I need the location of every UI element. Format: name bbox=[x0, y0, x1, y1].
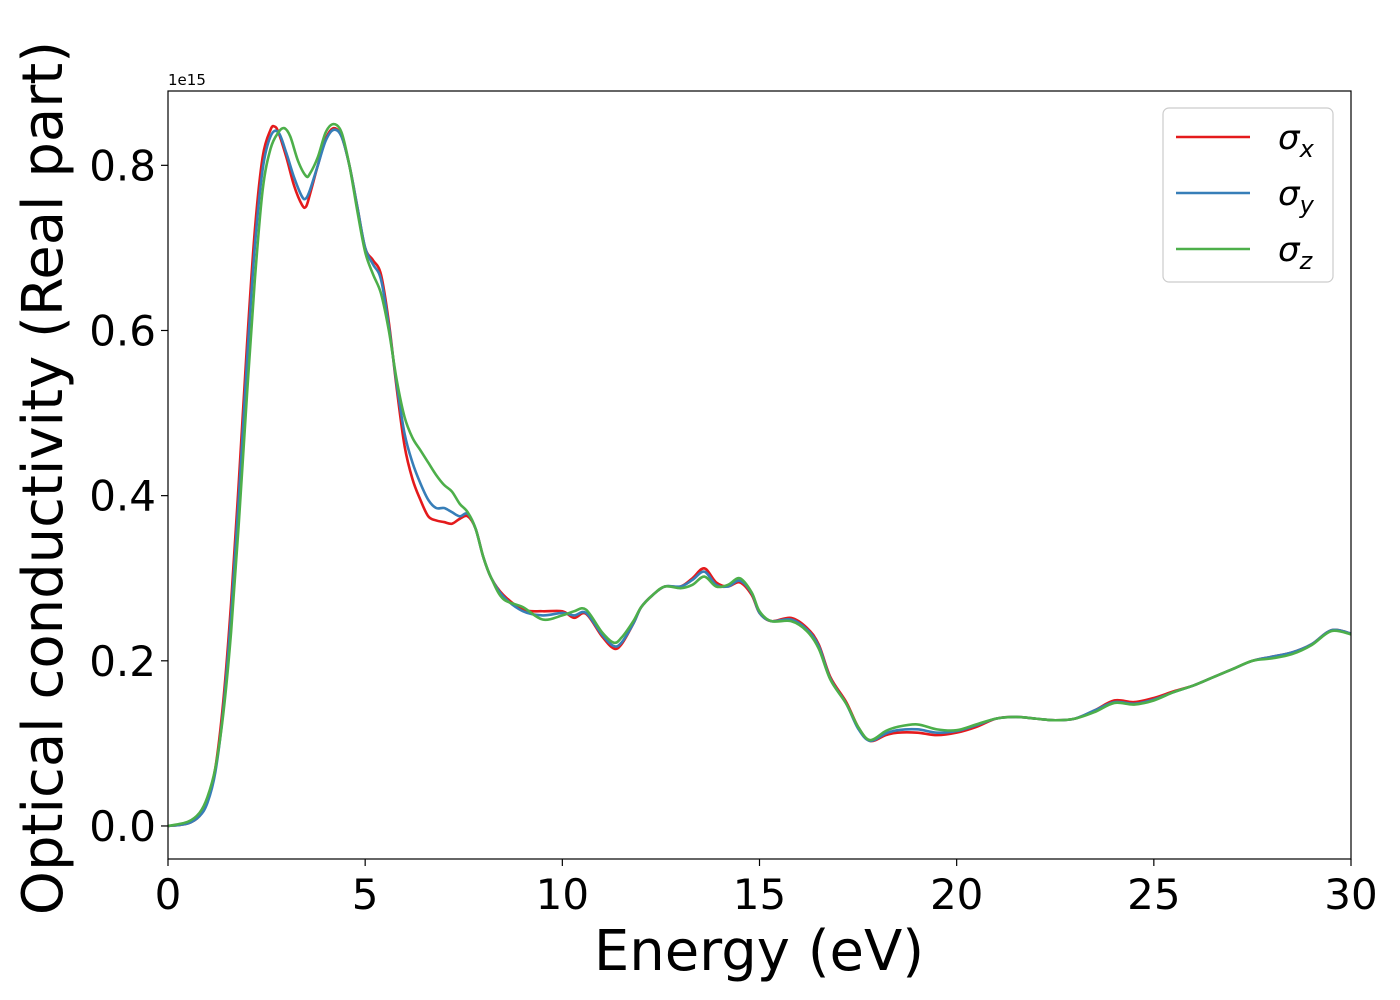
y-axis: 0.0 0.2 0.4 0.6 0.8 bbox=[89, 141, 168, 851]
series-layer bbox=[168, 122, 1351, 828]
x-tick-label: 20 bbox=[930, 870, 983, 919]
y-tick-label: 0.2 bbox=[89, 637, 156, 686]
legend-symbol: σ bbox=[1278, 174, 1301, 214]
y-axis-title: Optical conductivity (Real part) bbox=[11, 41, 76, 915]
x-tick-label: 0 bbox=[155, 870, 182, 919]
x-tick-label: 10 bbox=[536, 870, 589, 919]
legend-subscript: x bbox=[1299, 135, 1315, 163]
x-tick-label: 30 bbox=[1324, 870, 1377, 919]
y-tick-label: 0.4 bbox=[89, 472, 156, 521]
y-offset-text: 1e15 bbox=[168, 71, 206, 89]
x-axis: 0 5 10 15 20 25 30 bbox=[155, 859, 1378, 919]
legend-subscript: z bbox=[1299, 247, 1314, 275]
legend-box bbox=[1162, 107, 1334, 283]
x-tick-label: 5 bbox=[352, 870, 379, 919]
series-line-z bbox=[168, 122, 1351, 828]
legend-label-x: σx bbox=[1278, 118, 1315, 163]
x-axis-title: Energy (eV) bbox=[594, 919, 924, 984]
legend-symbol: σ bbox=[1278, 230, 1301, 270]
x-tick-label: 15 bbox=[733, 870, 786, 919]
legend-subscript: y bbox=[1299, 191, 1315, 219]
y-tick-label: 0.8 bbox=[89, 141, 156, 190]
y-tick-label: 0.0 bbox=[89, 802, 156, 851]
legend-symbol: σ bbox=[1278, 118, 1301, 158]
y-tick-label: 0.6 bbox=[89, 306, 156, 355]
legend-label-y: σy bbox=[1278, 174, 1315, 219]
x-tick-label: 25 bbox=[1127, 870, 1180, 919]
legend-label-z: σz bbox=[1278, 230, 1314, 275]
